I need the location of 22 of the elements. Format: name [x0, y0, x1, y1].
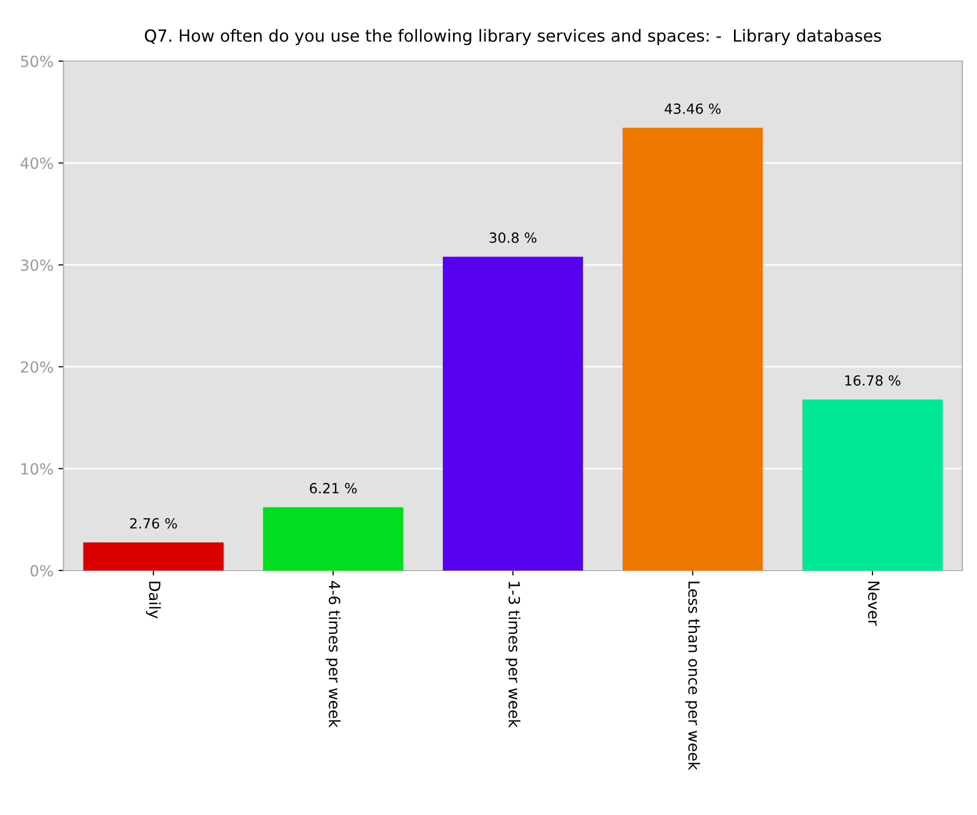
y-tick-label: 0% — [30, 564, 53, 577]
data-label: 16.78 % — [845, 375, 900, 386]
data-label: 43.46 % — [664, 103, 721, 114]
data-label: 2.76 % — [130, 518, 177, 529]
x-tick-label: Never — [868, 582, 880, 626]
bar — [802, 400, 943, 570]
y-tick-label: 10% — [22, 463, 53, 475]
chart-title: Q7. How often do you use the following library services and spaces: - Library databases — [144, 29, 882, 46]
y-tick-label: 30% — [20, 259, 53, 271]
data-label: 30.8 % — [490, 232, 536, 243]
x-tick-label: 4-6 times per week — [326, 580, 341, 728]
x-tick-label: Less than once per week — [685, 582, 700, 770]
x-tick-label: 1-3 times per week — [506, 582, 520, 728]
data-label: 6.21 % — [310, 482, 357, 494]
x-tick-label: Daily — [146, 582, 161, 618]
bar — [263, 507, 404, 570]
y-tick-label: 20% — [20, 361, 53, 373]
bar — [622, 128, 763, 570]
bar — [442, 256, 584, 570]
y-tick-label: 50% — [21, 56, 53, 68]
y-tick-label: 40% — [20, 157, 53, 170]
bar — [83, 542, 224, 570]
